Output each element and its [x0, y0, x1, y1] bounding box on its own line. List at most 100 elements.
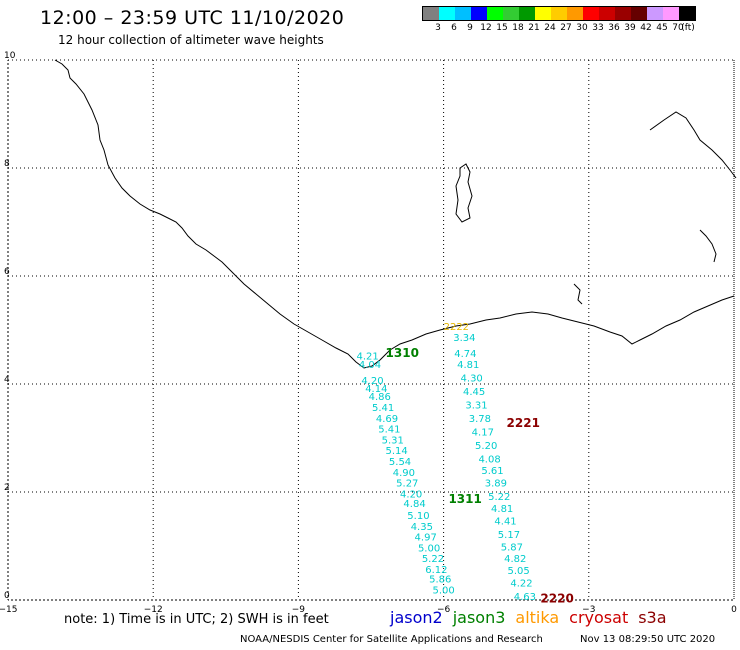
color-swatch	[679, 7, 695, 20]
color-scale-label: 3	[435, 23, 441, 33]
color-swatch	[647, 7, 663, 20]
map-subtitle: 12 hour collection of altimeter wave hei…	[58, 33, 324, 47]
x-tick-label: −15	[0, 605, 18, 615]
wave-height-label: 3.34	[453, 333, 475, 344]
legend-item-cryosat: cryosat	[569, 608, 629, 627]
wave-height-label: 5.22	[488, 492, 510, 503]
wave-height-label: 5.22	[422, 554, 444, 565]
plot-border	[7, 59, 735, 601]
wave-height-label: 5.17	[498, 530, 520, 541]
wave-height-label: 4.63	[514, 592, 536, 603]
color-swatch	[503, 7, 519, 20]
wave-height-label: 4.30	[461, 373, 483, 384]
wave-height-label: 3.78	[469, 414, 491, 425]
color-swatch	[663, 7, 679, 20]
color-swatch	[423, 7, 439, 20]
wave-height-label: 5.10	[407, 511, 429, 522]
color-scale-label: 39	[624, 23, 636, 33]
northeast-landmass	[649, 111, 737, 179]
wave-height-label: 4.41	[494, 516, 516, 527]
wave-height-label: 4.86	[369, 392, 391, 403]
east-coast-fragment	[699, 229, 717, 263]
pass-number-label: 2222	[444, 322, 469, 333]
pass-number-label: 2220	[540, 592, 573, 606]
wave-height-label: 4.14	[365, 384, 387, 395]
wave-height-label: 5.41	[372, 403, 394, 414]
wave-height-label: 4.04	[359, 360, 381, 371]
wave-height-label: 4.69	[376, 414, 398, 425]
color-swatch	[599, 7, 615, 20]
x-tick-label: −9	[292, 605, 306, 615]
y-tick-label: 4	[4, 375, 10, 385]
y-tick-label: 2	[4, 483, 10, 493]
wave-height-label: 4.97	[415, 533, 437, 544]
wave-height-label: 4.81	[491, 504, 513, 515]
color-scale-bar	[422, 6, 696, 21]
legend-item-jason2: jason2	[390, 608, 443, 627]
wave-height-label: 6.12	[425, 565, 447, 576]
wave-height-label: 4.17	[472, 427, 494, 438]
wave-height-label: 5.31	[382, 435, 404, 446]
color-scale-label: 45	[656, 23, 668, 33]
color-swatch	[439, 7, 455, 20]
wave-height-label: 4.82	[504, 554, 526, 565]
color-scale-label: (ft)	[681, 23, 695, 33]
map-grid: −15 −12 −9 −6 −3 0 0 2 4 6 8 10	[0, 51, 737, 615]
wave-height-label: 4.35	[411, 522, 433, 533]
pass-number-label: 1310	[386, 346, 419, 360]
wave-height-label: 4.84	[403, 499, 425, 510]
altimeter-tracks: 4.214.044.204.144.865.414.695.415.315.14…	[356, 333, 536, 603]
west-africa-coastline	[54, 59, 735, 369]
color-scale-label: 30	[576, 23, 588, 33]
wave-height-label: 5.41	[378, 425, 400, 436]
color-scale-label: 6	[451, 23, 457, 33]
color-swatch	[631, 7, 647, 20]
color-swatch	[455, 7, 471, 20]
wave-height-label: 5.05	[507, 566, 529, 577]
y-tick-label: 10	[4, 51, 16, 61]
color-swatch	[519, 7, 535, 20]
color-scale-label: 33	[592, 23, 604, 33]
x-tick-label: −12	[144, 605, 163, 615]
wave-height-label: 4.45	[463, 387, 485, 398]
wave-height-label: 5.14	[386, 446, 408, 457]
color-scale-labels: 3 6 9 12 15 18 21 24 27 30 33 36 39 42 45 70 (ft)	[422, 23, 740, 35]
small-peninsula	[573, 283, 583, 305]
color-scale-label: 27	[560, 23, 572, 33]
color-scale-label: 18	[512, 23, 524, 33]
bay-of-biafra-island	[455, 163, 473, 223]
map-title: 12:00 – 23:59 UTC 11/10/2020	[40, 7, 345, 29]
legend-item-altika: altika	[515, 608, 560, 627]
color-scale-label: 9	[467, 23, 473, 33]
color-swatch	[615, 7, 631, 20]
color-scale-label: 24	[544, 23, 556, 33]
wave-height-label: 5.54	[389, 457, 411, 468]
units-note: note: 1) Time is in UTC; 2) SWH is in fe…	[64, 612, 329, 627]
x-tick-label: 0	[731, 605, 737, 615]
wave-height-label: 4.81	[457, 360, 479, 371]
color-swatch	[487, 7, 503, 20]
wave-height-label: 5.61	[481, 466, 503, 477]
color-swatch	[471, 7, 487, 20]
color-swatch	[567, 7, 583, 20]
coastline	[54, 59, 737, 369]
color-scale-label: 42	[640, 23, 652, 33]
pass-number-label: 2221	[507, 416, 540, 430]
wave-height-label: 5.86	[429, 575, 451, 586]
legend-item-jason3: jason3	[452, 608, 506, 627]
wave-height-label: 4.22	[510, 579, 532, 590]
wave-height-label: 4.08	[478, 454, 500, 465]
wave-height-label: 3.31	[465, 400, 487, 411]
x-tick-label: −6	[437, 605, 451, 615]
color-scale-label: 21	[528, 23, 540, 33]
wave-height-label: 5.27	[396, 479, 418, 490]
wave-height-label: 4.90	[393, 468, 415, 479]
wave-height-label: 4.21	[356, 352, 378, 363]
wave-height-label: 4.74	[454, 349, 476, 360]
color-scale-label: 12	[480, 23, 492, 33]
satellite-legend: jason2 jason3 altika cryosat s3a	[390, 608, 677, 627]
color-swatch	[551, 7, 567, 20]
legend-item-s3a: s3a	[638, 608, 667, 627]
y-tick-label: 8	[4, 159, 10, 169]
